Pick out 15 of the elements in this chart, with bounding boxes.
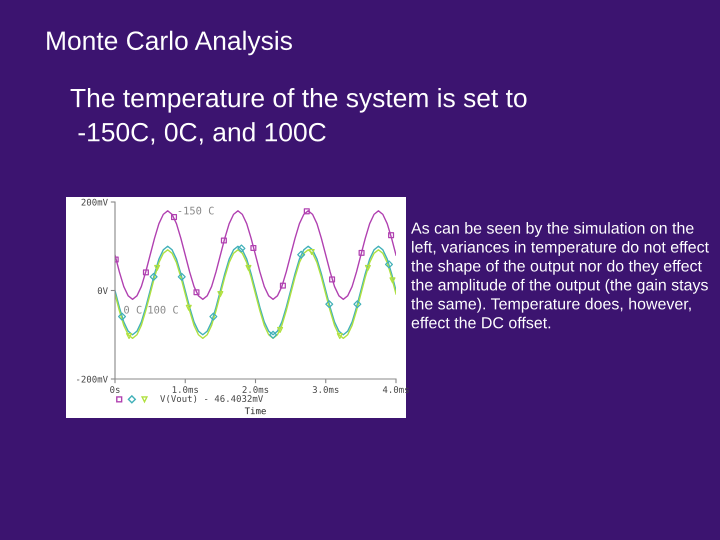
- series-label: 0 C: [124, 306, 142, 314]
- y-tick-label: 0V: [98, 287, 108, 294]
- y-tick-label: 200mV: [82, 198, 108, 206]
- x-axis-title: Time: [244, 407, 266, 414]
- text: V(Vout) - 46.4032mV: [160, 395, 263, 404]
- x-tick-label: 0s: [110, 386, 120, 393]
- series-label: -150 C: [178, 206, 214, 215]
- x-tick-label: 3.0ms: [312, 386, 338, 393]
- y-tick-label: -200mV: [77, 376, 108, 383]
- text: As can be seen by the simulation on the left, variances in temperature do not effect the shape of the output nor do they effect the amplitude of the output (the gain stays the same). Temperature does, however, effect the DC offset.: [411, 222, 709, 328]
- series-label: 100 C: [148, 306, 178, 314]
- chart-subtitle: The temperature of the system is set to -150C, 0C, and 100C: [70, 88, 526, 145]
- chart-title: Monte Carlo Analysis: [47, 30, 292, 56]
- x-tick-label: 2.0ms: [242, 386, 268, 393]
- x-tick-label: 1.0ms: [172, 386, 198, 393]
